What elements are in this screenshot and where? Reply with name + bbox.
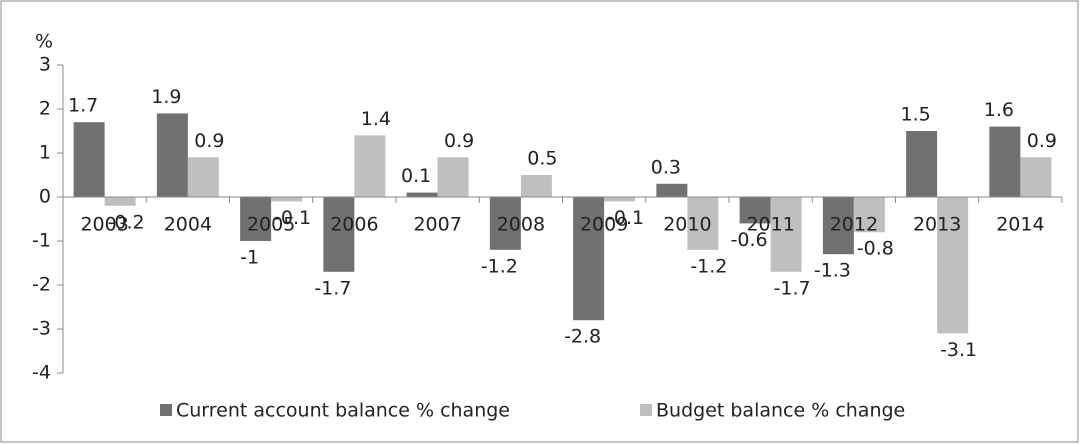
- legend-swatch: [640, 404, 652, 416]
- value-label: -1: [240, 247, 259, 269]
- bar: [406, 192, 438, 197]
- value-label: 0.9: [1027, 130, 1057, 152]
- x-tick-label: 2005: [247, 214, 295, 236]
- x-tick-label: 2009: [580, 214, 628, 236]
- value-label: -2.8: [564, 326, 601, 348]
- bar: [687, 197, 719, 250]
- value-label: -1.2: [481, 255, 518, 277]
- y-tick-label: 3: [39, 54, 51, 76]
- value-label: -0.1: [274, 207, 311, 229]
- value-label: 1.4: [361, 108, 391, 130]
- bar: [73, 122, 105, 197]
- bar: [656, 183, 688, 197]
- value-label: -1.7: [314, 277, 351, 299]
- bar: [240, 197, 272, 241]
- y-tick-label: 2: [39, 98, 51, 120]
- legend-swatch: [160, 404, 172, 416]
- value-label: -0.1: [607, 207, 644, 229]
- y-tick-label: 0: [39, 186, 51, 208]
- value-label: 0.3: [651, 156, 681, 178]
- value-label: 1.7: [68, 95, 98, 117]
- x-tick-label: 2011: [746, 214, 794, 236]
- value-label: 1.6: [984, 99, 1014, 121]
- bar: [604, 197, 636, 202]
- bar: [906, 131, 938, 197]
- value-label: -0.8: [857, 238, 894, 260]
- bar: [323, 197, 355, 272]
- value-label: -3.1: [940, 339, 977, 361]
- bar: [989, 126, 1021, 197]
- legend-label: Budget balance % change: [656, 400, 905, 422]
- bar: [520, 175, 552, 197]
- bar: [770, 197, 802, 272]
- y-axis-label: %: [35, 31, 53, 53]
- x-tick-label: 2004: [164, 214, 212, 236]
- bar: [739, 197, 771, 224]
- x-tick-label: 2006: [330, 214, 378, 236]
- value-label: -1.3: [814, 260, 851, 282]
- value-label: -0.2: [108, 211, 145, 233]
- value-label: 0.9: [194, 130, 224, 152]
- bar: [104, 197, 136, 206]
- y-tick-label: -3: [32, 318, 51, 340]
- y-tick-label: -2: [32, 274, 51, 296]
- value-label: -1.2: [690, 255, 727, 277]
- bar: [271, 197, 303, 202]
- bar: [156, 113, 188, 197]
- bar: [437, 157, 469, 197]
- value-label: -1.7: [774, 277, 811, 299]
- value-label: 0.1: [401, 165, 431, 187]
- x-tick-label: 2014: [996, 214, 1044, 236]
- value-label: 1.5: [901, 104, 931, 126]
- bar: [187, 157, 219, 197]
- bar: [937, 197, 969, 334]
- bar: [573, 197, 605, 321]
- bar: [1020, 157, 1052, 197]
- value-label: 0.9: [444, 130, 474, 152]
- x-tick-label: 2013: [913, 214, 961, 236]
- x-tick-label: 2008: [497, 214, 545, 236]
- y-tick-label: -4: [32, 362, 51, 384]
- bar: [853, 197, 885, 233]
- value-label: 1.9: [151, 86, 181, 108]
- legend-label: Current account balance % change: [176, 400, 510, 422]
- x-tick-label: 2003: [80, 214, 128, 236]
- x-tick-label: 2012: [830, 214, 878, 236]
- x-tick-label: 2007: [413, 214, 461, 236]
- x-tick-label: 2010: [663, 214, 711, 236]
- y-tick-label: -1: [32, 230, 51, 252]
- bar: [822, 197, 854, 255]
- value-label: -0.6: [731, 229, 768, 251]
- bar: [354, 135, 386, 197]
- value-label: 0.5: [527, 148, 557, 170]
- y-tick-label: 1: [39, 142, 51, 164]
- bar: [489, 197, 521, 250]
